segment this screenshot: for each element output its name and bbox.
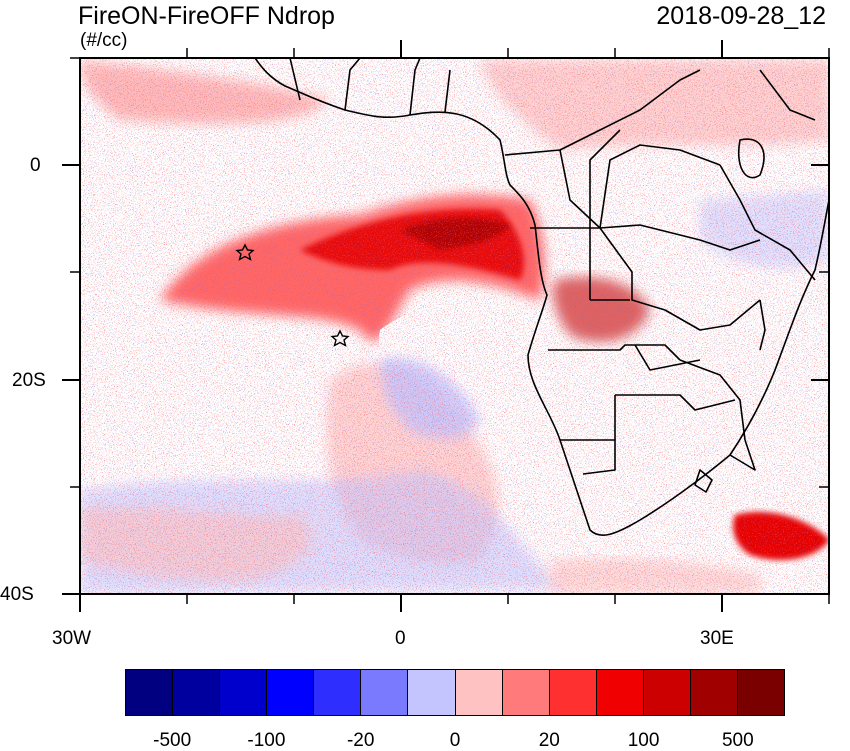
main-title: FireON-FireOFF Ndrop — [78, 2, 335, 30]
plot-frame — [62, 40, 830, 612]
colorbar-cell — [408, 670, 456, 715]
lon-label-0: 0 — [395, 628, 406, 649]
lat-label-20s: 20S — [12, 370, 46, 391]
marker-star-2 — [330, 329, 350, 347]
lon-label-30w: 30W — [52, 628, 92, 649]
colorbar-cell — [173, 670, 221, 715]
colorbar-cell — [267, 670, 315, 715]
colorbar-cell — [361, 670, 409, 715]
colorbar-cell — [643, 670, 691, 715]
lat-label-0: 0 — [30, 155, 41, 176]
colorbar — [125, 669, 785, 716]
markers — [235, 243, 350, 347]
field-shading — [80, 58, 829, 594]
marker-star-1 — [235, 243, 255, 261]
colorbar-label: 100 — [627, 730, 660, 751]
colorbar-label: 500 — [721, 730, 754, 751]
colorbar-cell — [126, 670, 174, 715]
colorbar-cell — [502, 670, 550, 715]
colorbar-cell — [220, 670, 268, 715]
colorbar-cell — [690, 670, 739, 715]
colorbar-cell — [596, 670, 644, 715]
colorbar-label: -100 — [247, 730, 286, 751]
colorbar-label: -20 — [346, 730, 375, 751]
colorbar-cell — [738, 670, 785, 715]
colorbar-cell — [455, 670, 503, 715]
lon-label-30e: 30E — [700, 628, 734, 649]
colorbar-cell — [314, 670, 362, 715]
colorbar-label: 20 — [538, 730, 560, 751]
units-label: (#/cc) — [80, 30, 128, 51]
colorbar-label: 0 — [449, 730, 461, 751]
valid-time: 2018-09-28_12 — [656, 2, 826, 30]
coastlines-borders — [254, 58, 829, 536]
colorbar-cell — [549, 670, 597, 715]
lat-label-40s: 40S — [0, 584, 34, 605]
colorbar-label: -500 — [153, 730, 192, 751]
